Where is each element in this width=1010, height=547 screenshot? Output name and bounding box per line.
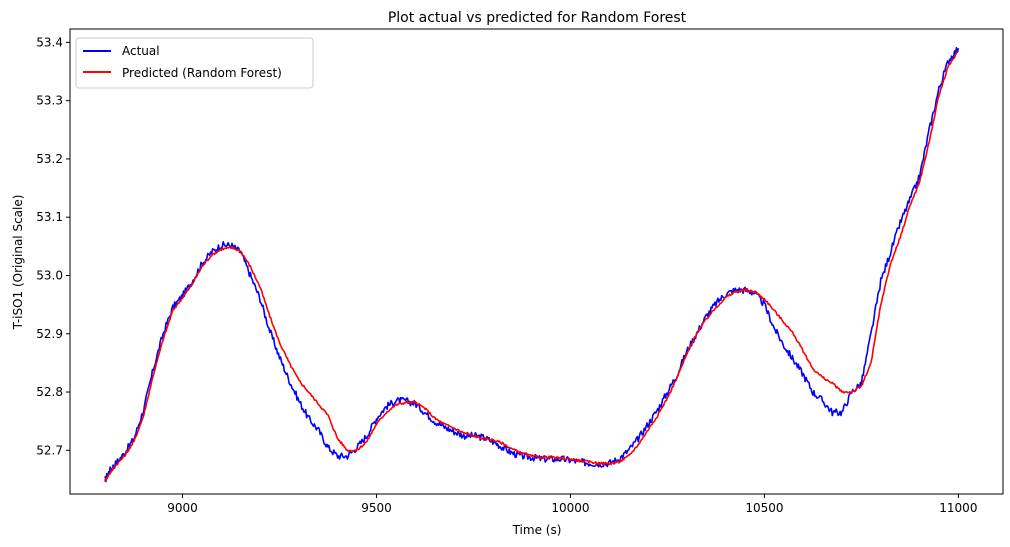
y-tick-label-53.2: 53.2 bbox=[36, 152, 63, 166]
legend-label-predicted: Predicted (Random Forest) bbox=[122, 66, 282, 80]
y-tick-label-52.9: 52.9 bbox=[36, 327, 63, 341]
y-tick-label-52.8: 52.8 bbox=[36, 385, 63, 399]
legend: Actual Predicted (Random Forest) bbox=[75, 37, 314, 89]
x-tick-label-9500: 9500 bbox=[361, 501, 392, 515]
y-axis-label: T-iSO1 (Original Scale) bbox=[11, 195, 25, 331]
plot-area bbox=[69, 28, 1004, 495]
y-tick-label-53.1: 53.1 bbox=[36, 210, 63, 224]
y-tick-label-53.4: 53.4 bbox=[36, 35, 63, 49]
series-layer bbox=[104, 46, 960, 483]
series-line-predicted bbox=[104, 50, 959, 482]
y-tick-label-53.3: 53.3 bbox=[36, 94, 63, 108]
x-tick-label-11000: 11000 bbox=[939, 501, 977, 515]
y-axis: 52.7 52.8 52.9 53.0 53.1 53.2 53.3 53.4 bbox=[36, 35, 70, 457]
x-tick-label-9000: 9000 bbox=[167, 501, 198, 515]
x-axis-label: Time (s) bbox=[512, 523, 562, 537]
chart-title: Plot actual vs predicted for Random Fore… bbox=[388, 10, 687, 26]
x-axis: 9000 9500 10000 10500 11000 bbox=[167, 494, 977, 515]
plot-frame bbox=[69, 28, 1004, 495]
legend-frame bbox=[75, 37, 314, 89]
y-tick-label-52.7: 52.7 bbox=[36, 443, 63, 457]
y-tick-label-53: 53.0 bbox=[36, 268, 63, 282]
x-tick-label-10000: 10000 bbox=[551, 501, 589, 515]
x-tick-label-10500: 10500 bbox=[745, 501, 783, 515]
legend-label-actual: Actual bbox=[122, 44, 160, 58]
